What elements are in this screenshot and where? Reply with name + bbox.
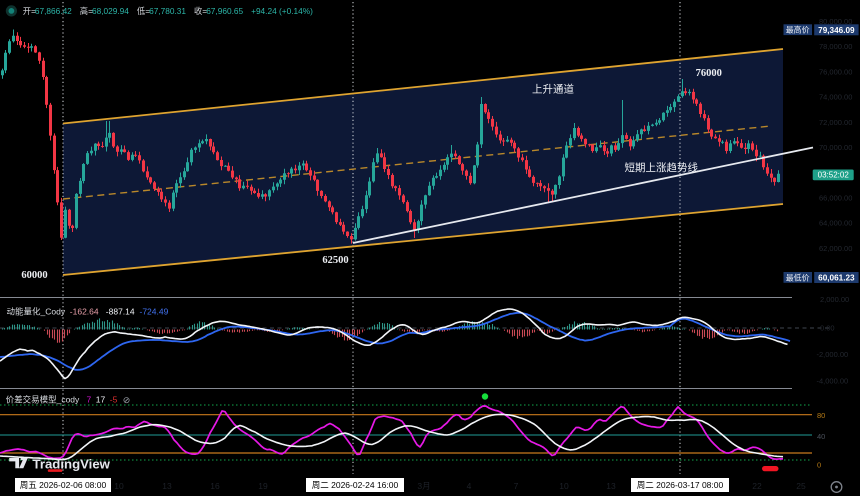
svg-text:62500: 62500 — [322, 255, 348, 266]
svg-text:最低价: 最低价 — [786, 272, 810, 282]
svg-text:周二 2026-03-17 08:00: 周二 2026-03-17 08:00 — [637, 480, 724, 490]
svg-text:80,000.00: 80,000.00 — [819, 17, 852, 26]
svg-text:周五 2026-02-06 08:00: 周五 2026-02-06 08:00 — [20, 480, 107, 490]
svg-text:-887.14: -887.14 — [106, 307, 135, 317]
svg-text:周二 2026-02-24 16:00: 周二 2026-02-24 16:00 — [312, 480, 399, 490]
svg-text:22: 22 — [752, 481, 762, 491]
svg-text:7: 7 — [514, 481, 519, 491]
svg-text:-724.49: -724.49 — [140, 307, 169, 317]
svg-text:40: 40 — [817, 432, 825, 441]
svg-text:72,000.00: 72,000.00 — [819, 118, 852, 127]
svg-text:67,780.31: 67,780.31 — [149, 6, 186, 16]
svg-text:13: 13 — [162, 481, 172, 491]
svg-text:17: 17 — [96, 395, 106, 405]
svg-text:68,029.94: 68,029.94 — [92, 6, 129, 16]
svg-text:-4,000.00: -4,000.00 — [817, 376, 849, 385]
svg-text:低=: 低= — [137, 6, 150, 16]
svg-text:最高价: 最高价 — [786, 25, 810, 35]
svg-text:66,000.00: 66,000.00 — [819, 194, 852, 203]
svg-text:0.00: 0.00 — [820, 323, 835, 332]
svg-text:78,000.00: 78,000.00 — [819, 42, 852, 51]
svg-text:10: 10 — [114, 481, 124, 491]
svg-text:短期上涨趋势线: 短期上涨趋势线 — [625, 161, 699, 174]
svg-text:16: 16 — [210, 481, 220, 491]
svg-text:开=: 开= — [23, 6, 36, 16]
svg-text:70,000.00: 70,000.00 — [819, 143, 852, 152]
svg-text:⊘: ⊘ — [123, 395, 131, 405]
svg-text:60000: 60000 — [21, 270, 47, 281]
svg-text:TradingView: TradingView — [33, 456, 111, 471]
svg-text:03:52:02: 03:52:02 — [818, 171, 850, 180]
svg-text:2,000.00: 2,000.00 — [820, 295, 849, 304]
svg-text:价差交易模型_cody: 价差交易模型_cody — [6, 395, 80, 405]
svg-text:-5: -5 — [110, 395, 118, 405]
svg-text:67,866.42: 67,866.42 — [35, 6, 72, 16]
svg-text:60,061.23: 60,061.23 — [818, 274, 855, 283]
svg-text:高=: 高= — [80, 6, 93, 16]
svg-text:-162.64: -162.64 — [70, 307, 99, 317]
svg-text:67,960.65: 67,960.65 — [206, 6, 243, 16]
svg-text:收=: 收= — [194, 6, 207, 16]
svg-text:13: 13 — [606, 481, 616, 491]
svg-text:4: 4 — [467, 481, 472, 491]
svg-text:动能量化_Cody: 动能量化_Cody — [7, 307, 66, 317]
svg-text:10: 10 — [559, 481, 569, 491]
svg-text:7: 7 — [87, 395, 92, 405]
svg-text:74,000.00: 74,000.00 — [819, 93, 852, 102]
svg-text:上升通道: 上升通道 — [532, 83, 574, 96]
svg-text:+94.24 (+0.14%): +94.24 (+0.14%) — [251, 6, 313, 16]
svg-text:64,000.00: 64,000.00 — [819, 219, 852, 228]
svg-text:79,346.09: 79,346.09 — [818, 26, 855, 35]
svg-text:0: 0 — [817, 460, 821, 469]
svg-text:80: 80 — [817, 411, 825, 420]
svg-text:76,000.00: 76,000.00 — [819, 67, 852, 76]
svg-text:62,000.00: 62,000.00 — [819, 244, 852, 253]
svg-text:76000: 76000 — [696, 68, 722, 79]
svg-text:25: 25 — [796, 481, 806, 491]
svg-text:19: 19 — [258, 481, 268, 491]
svg-text:3月: 3月 — [417, 481, 430, 491]
svg-text:-2,000.00: -2,000.00 — [817, 350, 849, 359]
